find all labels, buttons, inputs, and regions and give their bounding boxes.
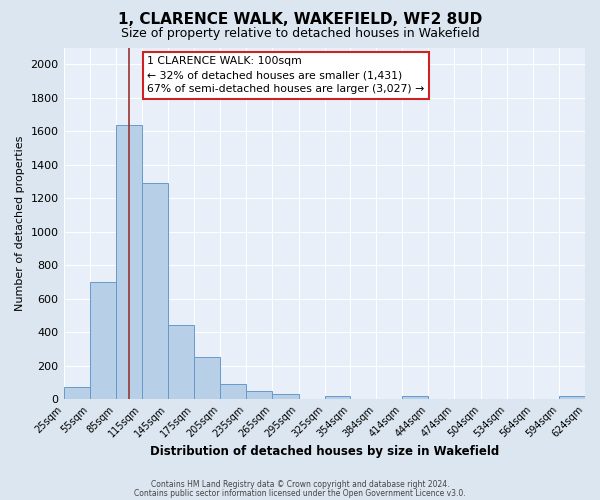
Text: 1 CLARENCE WALK: 100sqm
← 32% of detached houses are smaller (1,431)
67% of semi: 1 CLARENCE WALK: 100sqm ← 32% of detache…	[147, 56, 424, 94]
Text: Contains public sector information licensed under the Open Government Licence v3: Contains public sector information licen…	[134, 488, 466, 498]
Bar	[559, 396, 585, 399]
Bar	[247, 391, 272, 399]
X-axis label: Distribution of detached houses by size in Wakefield: Distribution of detached houses by size …	[149, 444, 499, 458]
Text: 1, CLARENCE WALK, WAKEFIELD, WF2 8UD: 1, CLARENCE WALK, WAKEFIELD, WF2 8UD	[118, 12, 482, 28]
Bar	[194, 358, 220, 399]
Bar	[272, 394, 299, 399]
Bar	[116, 124, 142, 399]
Y-axis label: Number of detached properties: Number of detached properties	[15, 136, 25, 311]
Bar	[89, 282, 116, 399]
Bar	[142, 183, 168, 399]
Bar	[325, 396, 350, 399]
Text: Contains HM Land Registry data © Crown copyright and database right 2024.: Contains HM Land Registry data © Crown c…	[151, 480, 449, 489]
Bar	[402, 396, 428, 399]
Bar	[168, 326, 194, 399]
Bar	[220, 384, 247, 399]
Bar	[64, 388, 89, 399]
Text: Size of property relative to detached houses in Wakefield: Size of property relative to detached ho…	[121, 28, 479, 40]
